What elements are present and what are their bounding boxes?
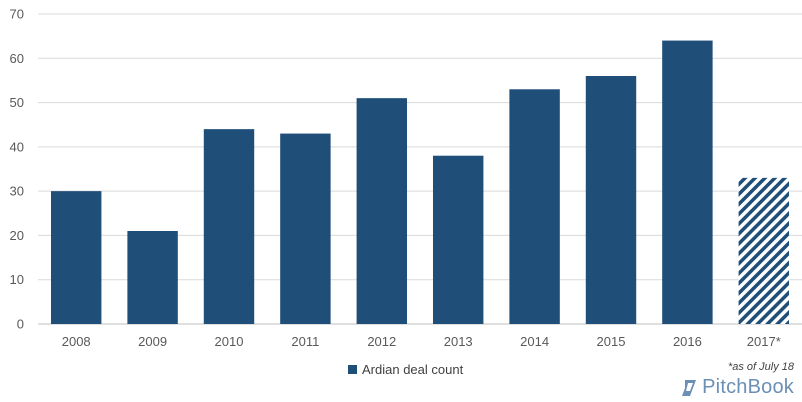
y-axis-ticks: 0 10 20 30 40 50 60 70 xyxy=(10,7,24,332)
x-tick-label: 2016 xyxy=(673,334,702,349)
x-tick-label: 2015 xyxy=(597,334,626,349)
x-tick-label: 2012 xyxy=(367,334,396,349)
x-tick-label: 2011 xyxy=(291,334,319,349)
x-axis-ticks: 2008 2009 2010 2011 2012 2013 2014 2015 2016 2017… xyxy=(62,334,781,349)
bar-2008 xyxy=(50,191,102,324)
bar-2009 xyxy=(127,231,178,324)
bar-2011 xyxy=(280,133,331,324)
x-tick-label: 2017* xyxy=(747,334,781,349)
x-tick-label: 2010 xyxy=(215,334,244,349)
x-tick-label: 2014 xyxy=(520,334,549,349)
y-tick-label: 30 xyxy=(10,184,24,199)
bar-2010 xyxy=(203,129,255,324)
legend: Ardian deal count xyxy=(348,362,464,377)
y-tick-label: 60 xyxy=(10,51,24,66)
bar-2016 xyxy=(662,40,713,324)
legend-label: Ardian deal count xyxy=(362,362,464,377)
pitchbook-logo: PitchBook xyxy=(679,376,794,399)
y-tick-label: 70 xyxy=(10,7,24,22)
bars xyxy=(50,40,790,325)
y-tick-label: 40 xyxy=(10,139,24,154)
y-tick-label: 50 xyxy=(10,95,24,110)
bar-2015 xyxy=(585,76,637,324)
brand-name: PitchBook xyxy=(702,376,794,398)
x-tick-label: 2013 xyxy=(444,334,473,349)
bar-2012 xyxy=(356,98,408,325)
x-tick-label: 2008 xyxy=(62,334,91,349)
y-tick-label: 10 xyxy=(10,272,24,287)
bar-2013 xyxy=(432,155,484,324)
bar-2014 xyxy=(509,89,560,325)
y-tick-label: 20 xyxy=(10,228,24,243)
bar-2017 xyxy=(738,177,790,324)
y-tick-label: 0 xyxy=(17,317,24,332)
pitchbook-logo-icon xyxy=(682,379,697,396)
footnote: *as of July 18 xyxy=(727,361,794,373)
x-tick-label: 2009 xyxy=(138,334,167,349)
legend-swatch xyxy=(348,365,357,374)
